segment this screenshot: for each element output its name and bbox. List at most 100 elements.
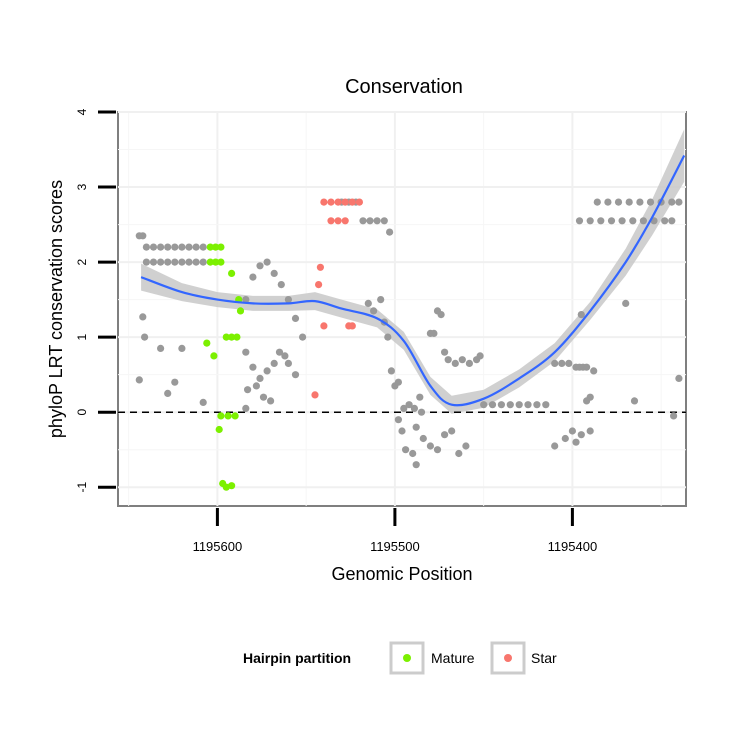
point-mature <box>217 412 225 420</box>
point-other <box>242 404 250 412</box>
point-other <box>178 243 186 251</box>
point-other <box>178 344 186 352</box>
point-other <box>242 348 250 356</box>
point-other <box>462 442 470 450</box>
point-other <box>291 314 300 322</box>
legend-key-mature <box>403 654 411 662</box>
point-other <box>524 401 532 409</box>
smooth-curve-layer <box>140 154 686 407</box>
point-other <box>252 382 260 390</box>
x-tick-label: 1195400 <box>548 539 598 554</box>
point-other <box>607 217 616 225</box>
point-other <box>583 363 591 371</box>
point-mature <box>217 243 225 251</box>
point-other <box>417 408 426 416</box>
smooth-curve <box>140 154 686 407</box>
y-tick-label: 3 <box>75 183 89 190</box>
point-other <box>256 374 264 382</box>
point-other <box>199 398 207 406</box>
point-other <box>597 217 605 225</box>
point-other <box>394 416 402 424</box>
point-other <box>465 359 473 367</box>
point-other <box>629 217 637 225</box>
point-other <box>630 397 639 405</box>
point-star <box>315 281 323 289</box>
point-other <box>551 442 559 450</box>
point-other <box>590 367 598 375</box>
point-star <box>316 263 324 271</box>
point-other <box>480 401 488 409</box>
point-mature <box>203 339 211 347</box>
x-axis: 1195600 1195500 1195400 <box>193 508 598 554</box>
y-tick-label: -1 <box>75 482 89 493</box>
y-tick-label: 4 <box>75 108 89 115</box>
point-other <box>419 434 427 443</box>
point-other <box>416 393 424 401</box>
point-other <box>586 217 594 225</box>
point-other <box>164 258 172 266</box>
point-other <box>259 393 268 401</box>
legend: Hairpin partition Mature Star <box>243 641 557 675</box>
point-other <box>364 299 372 307</box>
point-other <box>430 329 438 337</box>
point-other <box>142 243 150 251</box>
point-other <box>139 232 147 240</box>
point-other <box>139 313 147 321</box>
point-other <box>171 258 179 266</box>
point-other <box>670 412 678 420</box>
point-other <box>192 258 200 266</box>
point-mature <box>228 482 236 490</box>
point-other <box>242 296 250 304</box>
point-star <box>341 217 349 225</box>
point-other <box>281 352 289 360</box>
y-tick-label: 0 <box>75 409 89 416</box>
point-other <box>270 359 278 367</box>
point-other <box>142 258 150 266</box>
point-star <box>334 198 342 206</box>
point-other <box>622 299 630 307</box>
point-other <box>675 374 683 382</box>
point-other <box>405 401 413 409</box>
point-other <box>199 243 207 251</box>
point-mature <box>206 258 214 266</box>
point-other <box>497 401 505 409</box>
point-other <box>366 217 374 225</box>
point-mature <box>228 269 236 277</box>
point-other <box>614 198 623 206</box>
point-mature <box>222 333 230 341</box>
point-other <box>249 273 257 281</box>
y-tick-label: 2 <box>75 258 89 265</box>
plot-panel <box>117 111 687 507</box>
point-other <box>458 356 466 364</box>
point-other <box>506 401 514 409</box>
point-mature <box>228 333 236 341</box>
point-other <box>244 386 252 394</box>
point-mature <box>210 352 218 360</box>
point-other <box>561 434 569 443</box>
legend-label-mature: Mature <box>431 650 475 666</box>
point-other <box>668 198 676 206</box>
point-other <box>157 344 165 352</box>
y-tick-label: 1 <box>75 333 89 340</box>
point-other <box>441 431 449 439</box>
point-mature <box>215 425 223 434</box>
point-other <box>270 269 278 277</box>
point-mature <box>236 307 245 315</box>
point-other <box>639 217 648 225</box>
point-other <box>412 423 420 431</box>
point-other <box>359 217 367 225</box>
point-other <box>299 333 307 341</box>
point-other <box>370 307 378 315</box>
point-other <box>185 243 193 251</box>
point-other <box>249 363 257 371</box>
point-star <box>355 198 363 206</box>
point-other <box>572 438 580 446</box>
point-other <box>618 217 626 225</box>
point-other <box>451 359 459 367</box>
point-other <box>284 296 292 304</box>
point-other <box>171 243 179 251</box>
point-star <box>348 198 356 206</box>
point-mature <box>233 333 241 341</box>
point-other <box>135 376 143 384</box>
point-other <box>551 359 559 367</box>
